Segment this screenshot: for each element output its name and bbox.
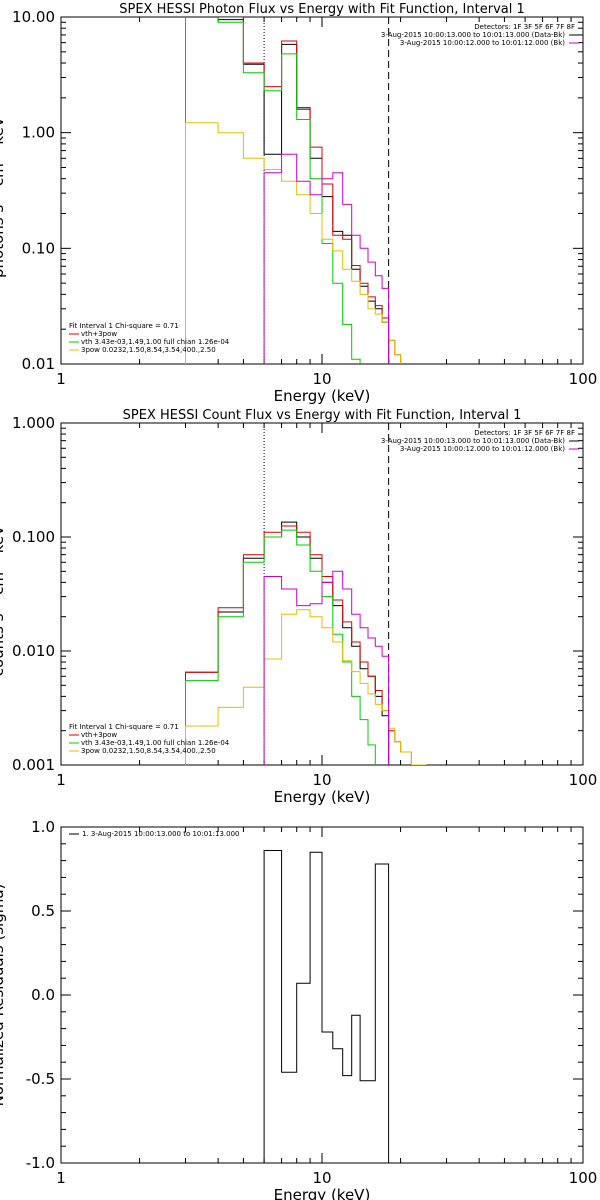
panel-1-legend-item: 3pow 0.0232,1.50,8.54,3.54,400.,2.50	[81, 747, 216, 755]
panel-2-xtick-label: 10	[312, 1169, 331, 1187]
panel-1-ylabel: counts s⁻¹ cm⁻² keV⁻¹	[0, 512, 7, 677]
panel-2-ytick-label: 0.5	[31, 902, 55, 920]
panel-1-legend-item: Fit Interval 1 Chi-square = 0.71	[69, 723, 179, 731]
panel-1-info-line: Detectors: 1F 3F 5F 6F 7F 8F	[474, 429, 575, 437]
panel-2-ytick-label: 0.0	[31, 986, 55, 1004]
panel-0-ytick-label: 1.00	[22, 124, 55, 142]
panel-1-series-Bk	[263, 570, 390, 765]
panel-0-series-vth+3pow	[185, 17, 402, 364]
panel-0-xtick-label: 100	[569, 370, 598, 388]
panel-0-info-line: Detectors: 1F 3F 5F 6F 7F 8F	[474, 23, 575, 31]
panel-2-series-residuals	[263, 850, 390, 1163]
panel-2-ytick-label: -0.5	[26, 1070, 55, 1088]
panel-0-info-line: 3-Aug-2015 10:00:12.000 to 10:01:12.000 …	[400, 39, 565, 47]
panel-1-xtick-label: 10	[312, 771, 331, 789]
panel-0-legend-item: vth 3.43e-03,1.49,1.00 full chian 1.26e-…	[81, 338, 230, 346]
panel-2-xtick-label: 1	[56, 1169, 66, 1187]
panel-1-xlabel: Energy (keV)	[274, 788, 371, 806]
panel-0-ylabel: photons s⁻¹ cm⁻² keV⁻¹	[0, 103, 7, 278]
panel-0-series-Bk	[263, 153, 390, 364]
panel-2-legend-item: 1. 3-Aug-2015 10:00:13.000 to 10:01:13.0…	[82, 830, 240, 838]
panel-1-xtick-label: 1	[56, 771, 66, 789]
panel-0-xtick-label: 10	[312, 370, 331, 388]
panel-2-xlabel: Energy (keV)	[274, 1186, 371, 1200]
panel-0-series-Data-Bk	[185, 17, 390, 364]
panel-1-title: SPEX HESSI Count Flux vs Energy with Fit…	[123, 408, 522, 423]
panel-0-legend-item: vth+3pow	[81, 330, 117, 338]
panel-0-ytick-label: 0.10	[22, 239, 55, 257]
panel-1-legend-item: vth 3.43e-03,1.49,1.00 full chian 1.26e-…	[81, 739, 230, 747]
panel-0-ytick-label: 0.01	[22, 355, 55, 373]
panel-2-ylabel: Normalized Residuals (sigma)	[0, 884, 7, 1107]
panel-2-ytick-label: -1.0	[26, 1154, 55, 1172]
panel-2-ytick-label: 1.0	[31, 818, 55, 836]
panel-1-ytick-label: 0.010	[12, 642, 55, 660]
panel-0-series-3pow	[185, 122, 402, 364]
panel-1-ytick-label: 0.100	[12, 528, 55, 546]
panel-0-series-vth	[185, 17, 361, 364]
panel-0-legend-item: 3pow 0.0232,1.50,8.54,3.54,400.,2.50	[81, 346, 216, 354]
panel-1-ytick-label: 1.000	[12, 414, 55, 432]
panel-0-title: SPEX HESSI Photon Flux vs Energy with Fi…	[119, 2, 525, 17]
panel-1-series-vth	[185, 529, 376, 765]
panel-1-ytick-label: 0.001	[12, 756, 55, 774]
panel-0-xlabel: Energy (keV)	[274, 387, 371, 405]
panel-0-xtick-label: 1	[56, 370, 66, 388]
panel-1-info-line: 3-Aug-2015 10:00:12.000 to 10:01:12.000 …	[400, 445, 565, 453]
panel-0-ytick-label: 10.00	[12, 8, 55, 26]
panel-2-xtick-label: 100	[569, 1169, 598, 1187]
panel-0-legend-item: Fit Interval 1 Chi-square = 0.71	[69, 322, 179, 330]
panel-1-info-line: 3-Aug-2015 10:00:13.000 to 10:01:13.000 …	[381, 437, 565, 445]
panel-1-legend-item: vth+3pow	[81, 731, 117, 739]
panel-1-xtick-label: 100	[569, 771, 598, 789]
panel-0-info-line: 3-Aug-2015 10:00:13.000 to 10:01:13.000 …	[381, 31, 565, 39]
